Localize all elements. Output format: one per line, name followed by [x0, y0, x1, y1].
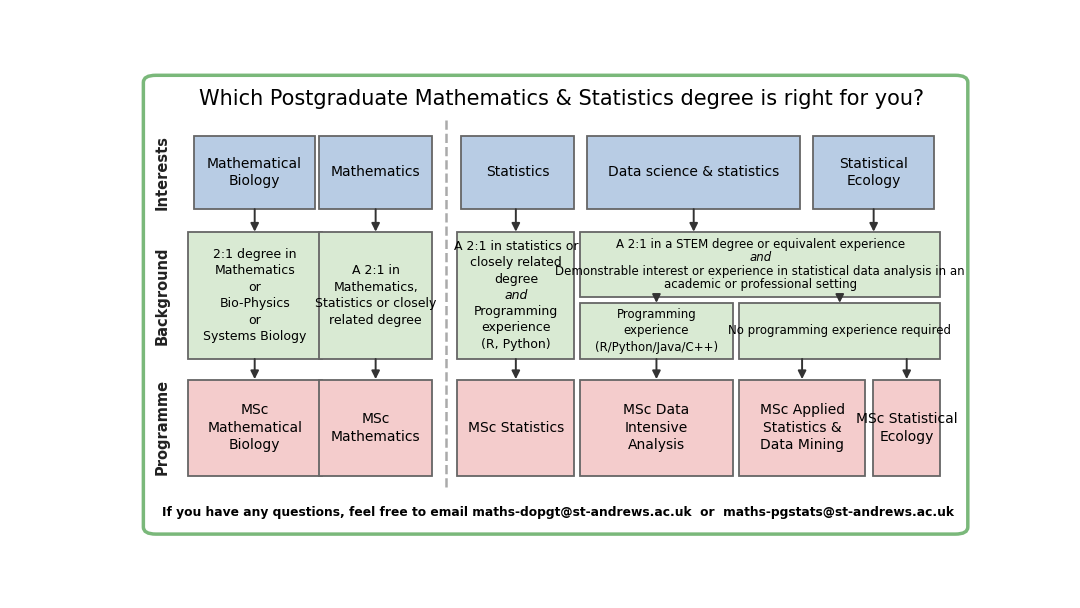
Text: (R, Python): (R, Python)	[481, 337, 551, 351]
Text: degree: degree	[494, 272, 538, 286]
Text: MSc Statistical
Ecology: MSc Statistical Ecology	[856, 412, 958, 443]
FancyBboxPatch shape	[320, 379, 432, 475]
Text: MSc
Mathematical
Biology: MSc Mathematical Biology	[207, 402, 302, 452]
FancyBboxPatch shape	[320, 136, 432, 209]
FancyBboxPatch shape	[588, 136, 800, 209]
Text: Background: Background	[156, 246, 171, 345]
Text: No programming experience required: No programming experience required	[728, 325, 951, 337]
Text: 2:1 degree in
Mathematics
or
Bio-Physics
or
Systems Biology: 2:1 degree in Mathematics or Bio-Physics…	[203, 247, 307, 343]
FancyBboxPatch shape	[813, 136, 934, 209]
FancyBboxPatch shape	[740, 379, 865, 475]
FancyBboxPatch shape	[457, 379, 575, 475]
Text: academic or professional setting: academic or professional setting	[664, 278, 856, 291]
FancyBboxPatch shape	[193, 136, 315, 209]
Text: Interests: Interests	[156, 135, 171, 210]
Text: A 2:1 in statistics or: A 2:1 in statistics or	[454, 240, 578, 253]
Text: If you have any questions, feel free to email maths-dopgt@st-andrews.ac.uk  or  : If you have any questions, feel free to …	[162, 506, 954, 519]
Text: MSc Applied
Statistics &
Data Mining: MSc Applied Statistics & Data Mining	[759, 402, 845, 452]
Text: MSc Data
Intensive
Analysis: MSc Data Intensive Analysis	[623, 402, 689, 452]
FancyBboxPatch shape	[580, 232, 941, 297]
Text: Programme: Programme	[156, 379, 171, 475]
Text: Mathematical
Biology: Mathematical Biology	[206, 156, 301, 188]
Text: A 2:1 in
Mathematics,
Statistics or closely
related degree: A 2:1 in Mathematics, Statistics or clos…	[315, 264, 436, 326]
Text: MSc
Mathematics: MSc Mathematics	[330, 412, 420, 443]
FancyBboxPatch shape	[740, 303, 941, 359]
Text: Data science & statistics: Data science & statistics	[608, 165, 780, 179]
FancyBboxPatch shape	[580, 303, 732, 359]
FancyBboxPatch shape	[188, 232, 322, 359]
Text: Programming: Programming	[474, 305, 558, 318]
FancyBboxPatch shape	[144, 75, 968, 534]
FancyBboxPatch shape	[874, 379, 941, 475]
Text: closely related: closely related	[470, 257, 562, 269]
FancyBboxPatch shape	[188, 379, 322, 475]
Text: Statistical
Ecology: Statistical Ecology	[839, 156, 908, 188]
Text: A 2:1 in a STEM degree or equivalent experience: A 2:1 in a STEM degree or equivalent exp…	[616, 238, 905, 251]
FancyBboxPatch shape	[580, 379, 732, 475]
Text: and: and	[504, 289, 527, 302]
FancyBboxPatch shape	[457, 232, 575, 359]
Text: Programming
experience
(R/Python/Java/C++): Programming experience (R/Python/Java/C+…	[595, 308, 718, 354]
Text: MSc Statistics: MSc Statistics	[468, 421, 564, 435]
Text: Which Postgraduate Mathematics & Statistics degree is right for you?: Which Postgraduate Mathematics & Statist…	[200, 89, 924, 109]
Text: Statistics: Statistics	[486, 165, 550, 179]
FancyBboxPatch shape	[320, 232, 432, 359]
FancyBboxPatch shape	[461, 136, 575, 209]
Text: and: and	[750, 251, 771, 264]
Text: experience: experience	[481, 321, 551, 334]
Text: Mathematics: Mathematics	[330, 165, 420, 179]
Text: Demonstrable interest or experience in statistical data analysis in an: Demonstrable interest or experience in s…	[555, 264, 966, 278]
